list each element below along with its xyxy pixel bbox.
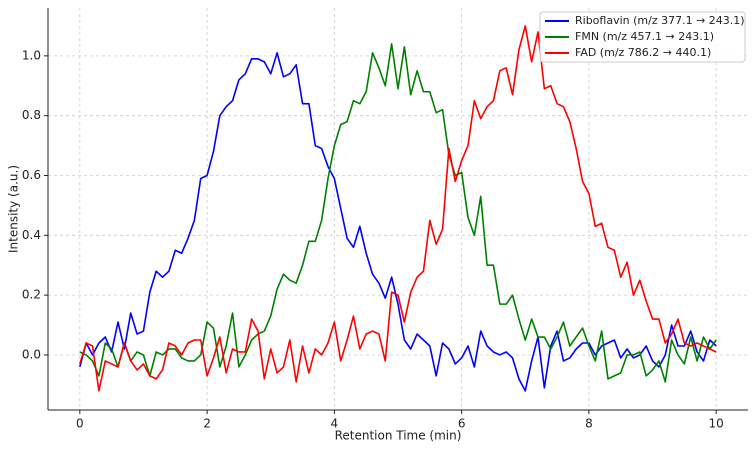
x-axis-label: Retention Time (min)	[335, 429, 462, 443]
x-tick-label: 8	[585, 417, 593, 431]
x-tick-label: 6	[458, 417, 466, 431]
legend-label: FAD (m/z 786.2 → 440.1)	[575, 46, 711, 59]
x-tick-label: 10	[709, 417, 724, 431]
x-tick-label: 0	[76, 417, 84, 431]
y-tick-label: 1.0	[22, 48, 41, 62]
y-tick-label: 0.8	[22, 108, 41, 122]
legend-label: FMN (m/z 457.1 → 243.1)	[575, 30, 714, 43]
line-series	[79, 52, 717, 392]
x-tick-label: 2	[203, 417, 211, 431]
y-tick-label: 0.6	[22, 168, 41, 182]
legend-label: Riboflavin (m/z 377.1 → 243.1)	[575, 14, 745, 27]
legend-box	[539, 11, 746, 63]
y-axis-label: Intensity (a.u.)	[7, 165, 21, 253]
y-tick-label: 0.4	[22, 228, 41, 242]
line-series	[79, 43, 717, 383]
y-tick-label: 0.0	[22, 347, 41, 361]
legend: Riboflavin (m/z 377.1 → 243.1) FMN (m/z 4…	[539, 11, 746, 63]
y-tick-label: 0.2	[22, 288, 41, 302]
x-tick-label: 4	[331, 417, 339, 431]
line-series	[79, 25, 717, 392]
